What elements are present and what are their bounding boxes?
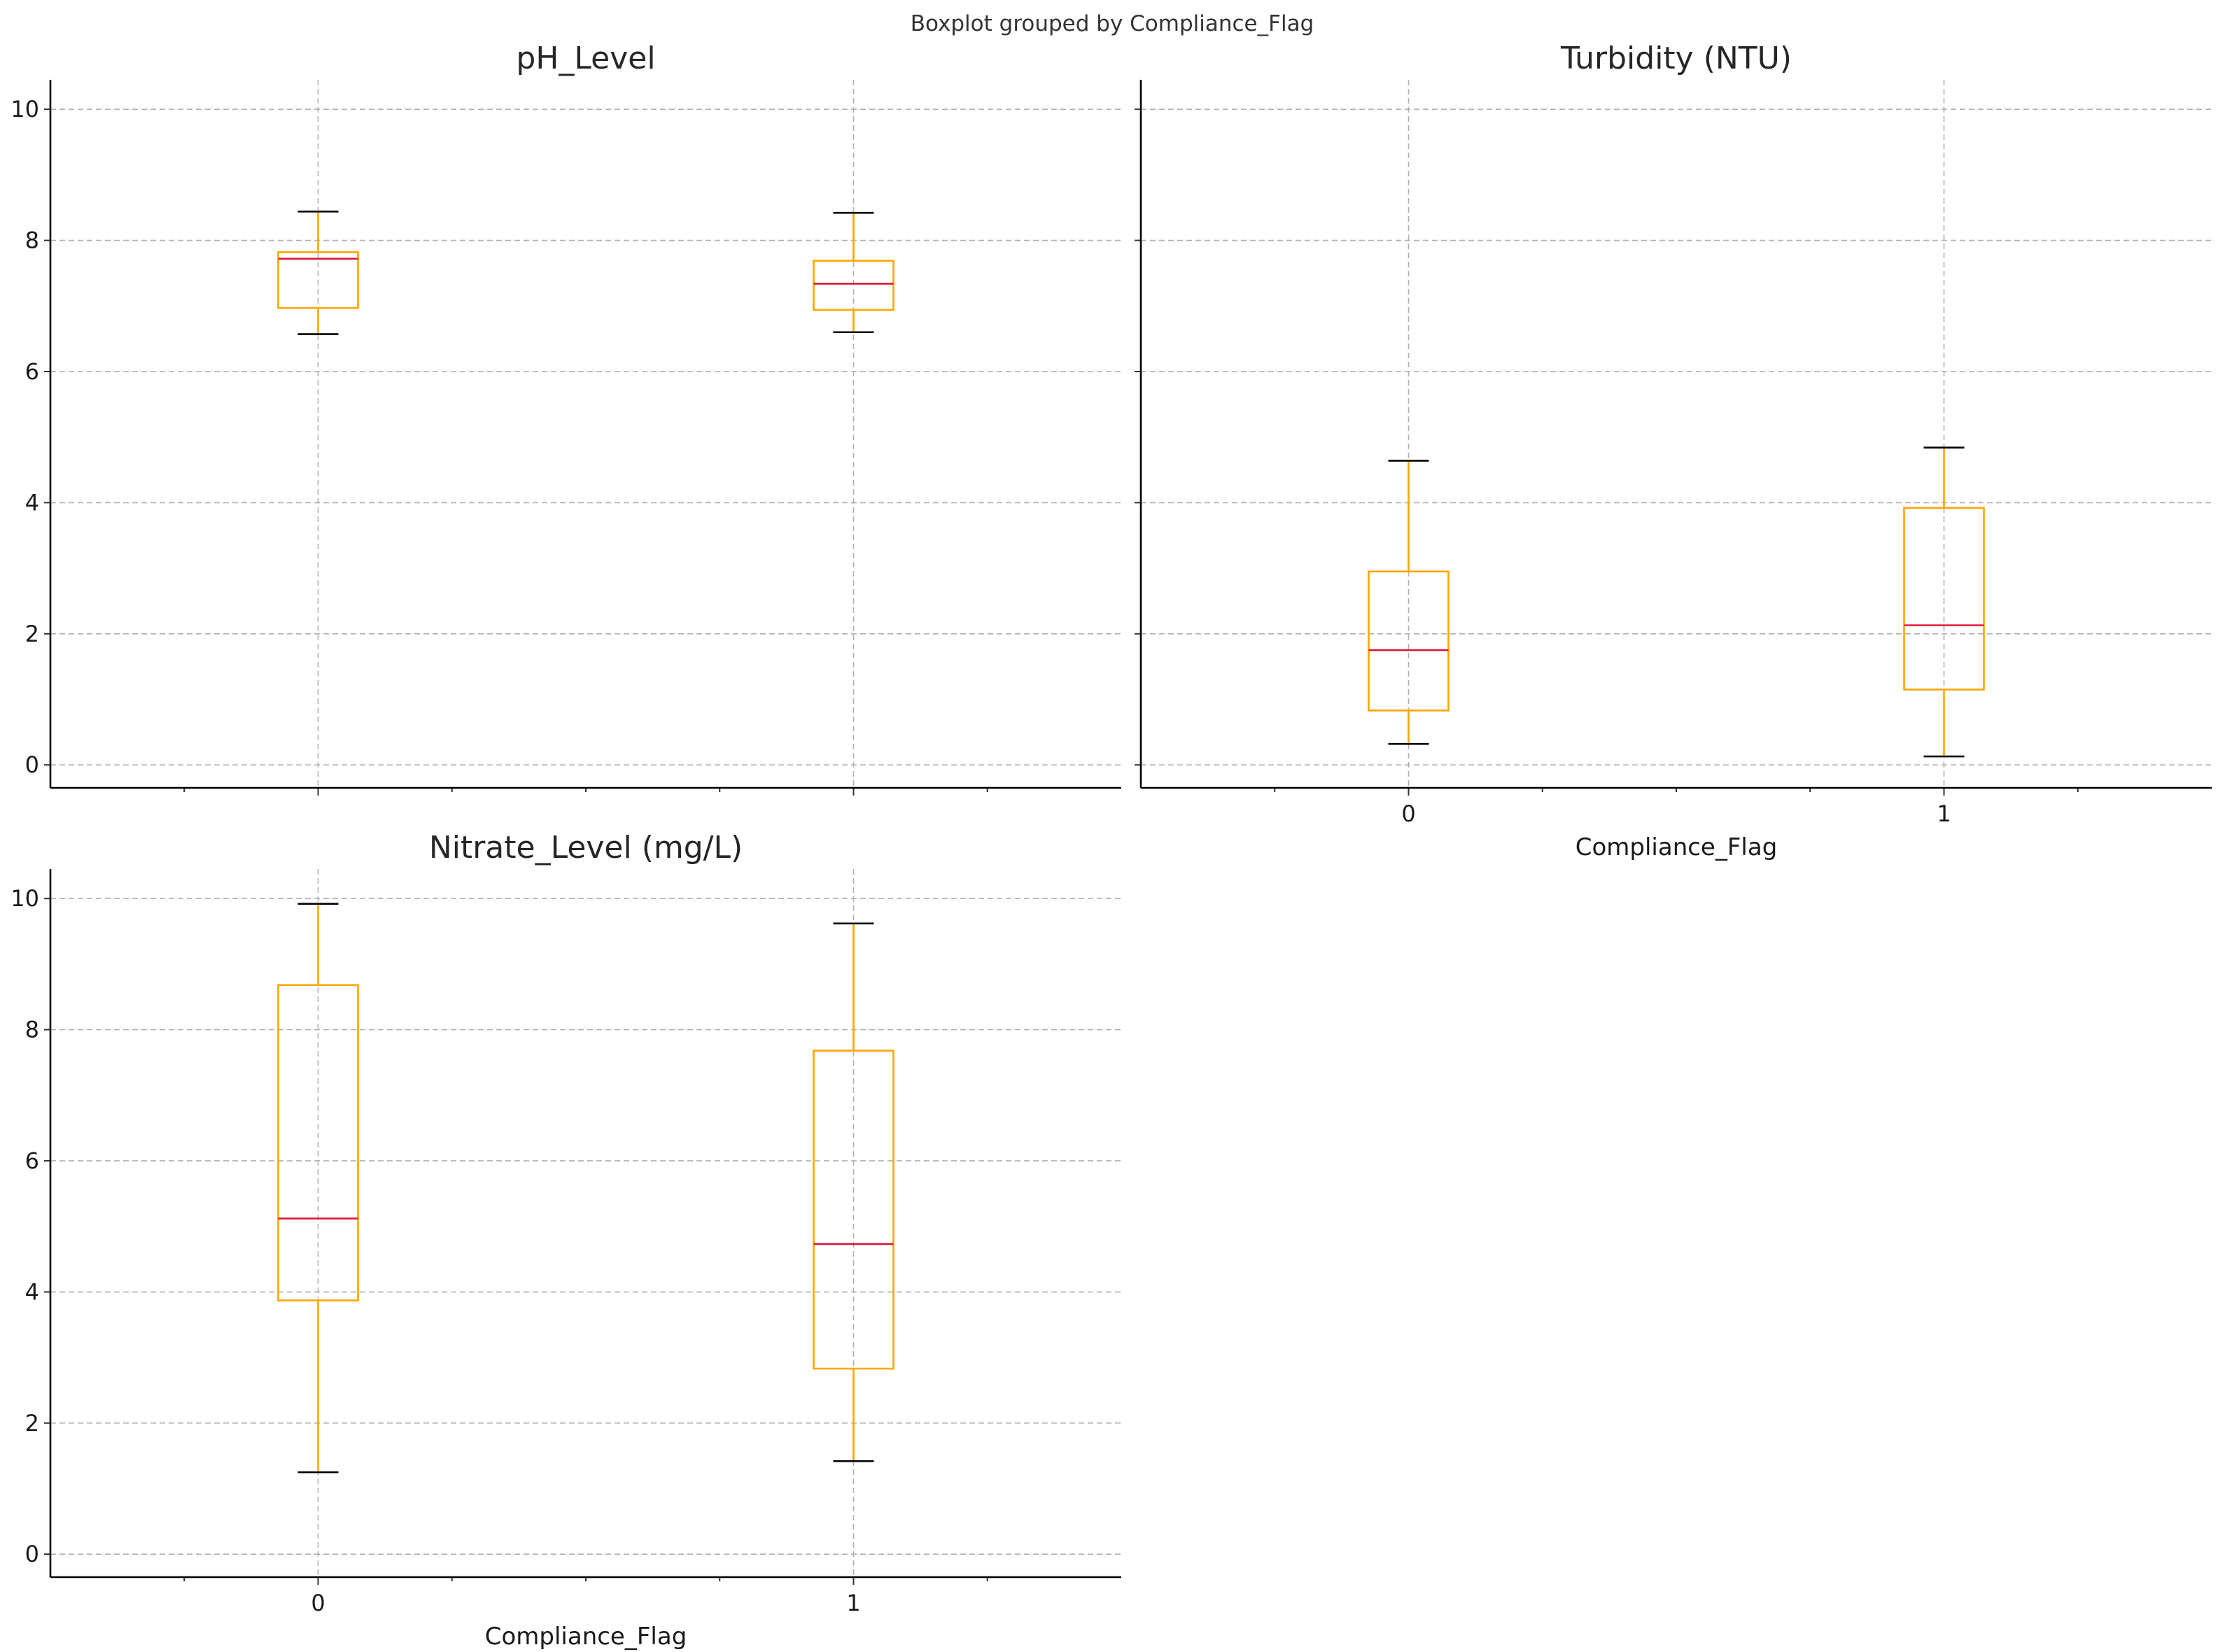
box-category-0 — [277, 903, 359, 1474]
y-tick-label: 0 — [25, 1541, 39, 1567]
box-category-1 — [813, 922, 894, 1462]
figure-suptitle: Boxplot grouped by Compliance_Flag — [911, 11, 1314, 36]
subplot-title: Turbidity (NTU) — [1560, 41, 1792, 76]
x-axis-label: Compliance_Flag — [1575, 833, 1778, 861]
y-tick-label: 2 — [25, 1410, 39, 1436]
box-category-1 — [1903, 446, 1985, 758]
x-tick-label: 0 — [1401, 800, 1415, 827]
y-tick-label: 8 — [25, 1017, 39, 1043]
subplot-title: pH_Level — [516, 41, 655, 76]
nitrate-level-subplot: 0 2 4 6 8 10 0 1 Nitrate_Level (mg/L) Compliance_… — [10, 830, 1121, 1651]
x-tick-label: 1 — [1937, 800, 1951, 827]
iqr-box — [813, 260, 894, 311]
y-tick-label: 10 — [10, 96, 39, 122]
y-tick-label: 4 — [25, 1278, 39, 1305]
iqr-box — [1368, 570, 1450, 712]
y-tick-label: 8 — [25, 227, 39, 254]
ph-level-subplot: 0 2 4 6 8 10 pH_Level — [10, 41, 1121, 796]
subplot-title: Nitrate_Level (mg/L) — [429, 830, 743, 866]
x-tick-label: 0 — [311, 1590, 325, 1616]
box-category-0 — [1368, 460, 1450, 745]
y-tick-label: 10 — [10, 885, 39, 912]
y-tick-label: 6 — [25, 358, 39, 385]
iqr-box — [277, 251, 359, 309]
x-axis-label: Compliance_Flag — [485, 1623, 687, 1651]
box-category-1 — [813, 211, 894, 334]
x-tick-label: 1 — [846, 1590, 860, 1616]
turbidity-subplot: 0 1 Turbidity (NTU) Compliance_Flag — [1135, 41, 2212, 861]
y-tick-label: 0 — [25, 751, 39, 778]
y-tick-label: 6 — [25, 1148, 39, 1174]
box-category-0 — [277, 211, 359, 335]
iqr-box — [813, 1050, 894, 1370]
iqr-box — [277, 984, 359, 1301]
y-tick-label: 4 — [25, 489, 39, 516]
iqr-box — [1903, 507, 1985, 691]
y-tick-label: 2 — [25, 621, 39, 647]
